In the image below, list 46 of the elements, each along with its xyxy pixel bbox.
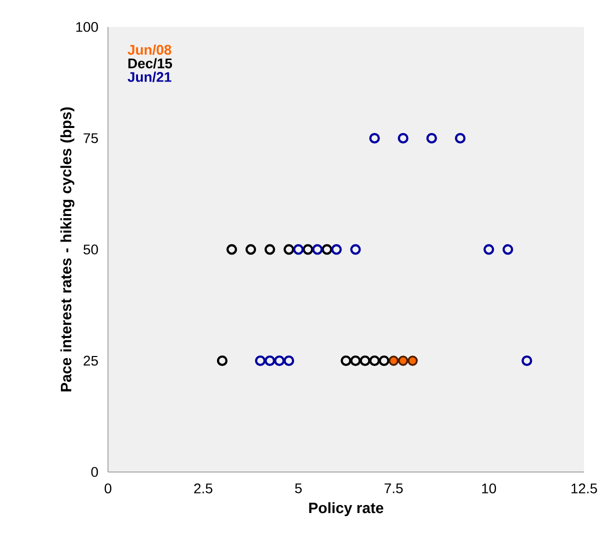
text: Dec/15: [128, 58, 172, 68]
y-tick-label: 0: [91, 467, 98, 477]
x-tick-label: 0: [104, 483, 112, 494]
point: [360, 355, 370, 366]
point: [340, 355, 352, 366]
text: Jun/21: [128, 72, 172, 82]
point: [502, 244, 514, 255]
y-axis-title: Pace interest rates - hiking cycles (bps): [60, 107, 74, 392]
y-tick-label: 100: [76, 22, 98, 32]
point: [312, 244, 323, 255]
point: [369, 132, 380, 144]
point: [398, 132, 408, 144]
point: [350, 355, 361, 366]
point: [350, 244, 361, 255]
point: [408, 356, 418, 366]
point: [378, 355, 390, 366]
point: [255, 355, 266, 366]
x-tick-label: 12.5: [572, 483, 597, 494]
x-tick-label: 10: [482, 483, 496, 494]
point: [522, 355, 532, 366]
point: [331, 244, 342, 255]
point: [426, 132, 437, 144]
point: [284, 244, 294, 255]
point: [284, 355, 294, 366]
point: [216, 355, 228, 366]
point: [388, 356, 399, 366]
y-tick-label: 25: [84, 356, 98, 366]
x-tick-label: 5: [295, 484, 302, 494]
point: [398, 356, 408, 366]
point: [454, 132, 466, 144]
x-axis-title: Policy rate: [309, 502, 384, 516]
point: [226, 244, 238, 255]
point: [264, 355, 276, 366]
point: [246, 244, 256, 255]
y-tick-label: 50: [84, 244, 98, 254]
text: Jun/08: [128, 44, 172, 55]
point: [322, 244, 332, 255]
point: [484, 244, 494, 255]
x-tick-label: 7.5: [384, 484, 403, 494]
point: [264, 244, 276, 255]
y-tick-label: 75: [84, 133, 98, 144]
point: [274, 355, 285, 366]
x-tick-label: 2.5: [194, 483, 212, 494]
point: [302, 244, 314, 255]
point: [369, 355, 380, 366]
point: [293, 244, 304, 255]
